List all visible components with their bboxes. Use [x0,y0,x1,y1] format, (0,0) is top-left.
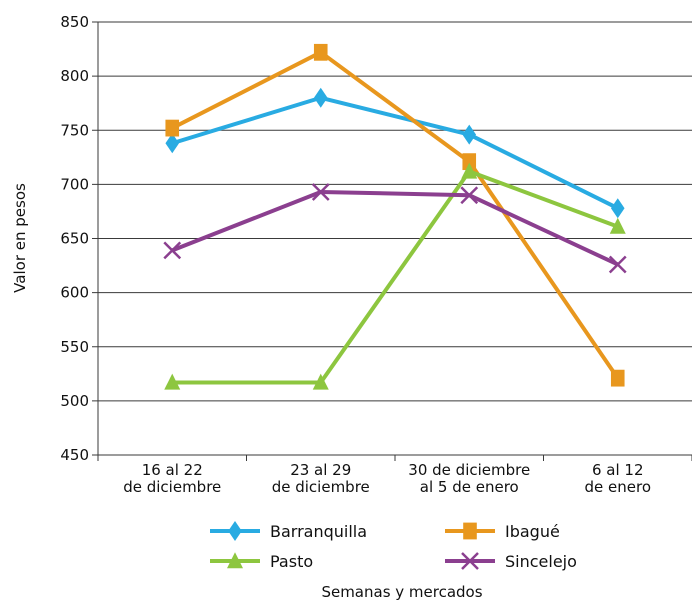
legend-marker [461,552,479,570]
y-tick-label: 800 [60,67,89,85]
data-point-sincelejo [163,241,182,260]
data-point-ibague [610,369,625,387]
x-tick-label: 30 de diciembre al 5 de enero [408,461,530,496]
legend-item-pasto: Pasto [210,552,313,571]
data-point-sincelejo [311,183,330,201]
legend-marker [463,522,477,540]
legend: Barranquilla Ibagué Pasto Sincelejo [210,521,577,571]
legend-label: Ibagué [505,522,560,541]
legend-marker [227,552,243,569]
legend-item-barranquilla: Barranquilla [210,521,367,541]
marker-stroke [461,552,479,570]
data-point-ibague [462,153,477,171]
series-line-barranquilla [171,95,619,210]
data-point-pasto [461,162,478,179]
x-tick-label: 6 al 12 de enero [585,461,652,496]
data-point-barranquilla [165,133,180,154]
x-tick-label: 23 al 29 de diciembre [272,461,370,496]
y-tick-label: 750 [60,121,89,139]
series-line-ibague [171,50,620,380]
x-axis-ticks: 16 al 22 de diciembre 23 al 29 de diciembre… [97,455,692,496]
data-point-barranquilla [313,87,328,108]
gridlines [98,21,692,402]
y-tick-label: 700 [60,175,89,193]
legend-label: Barranquilla [270,522,367,541]
data-point-ibague [165,119,180,137]
marker-stroke [460,186,479,205]
x-tick-label: 16 al 22 de diciembre [123,461,221,496]
data-point-ibague [313,43,328,61]
x-axis-title: Semanas y mercados [321,583,482,601]
data-point-barranquilla [610,198,625,219]
marker-stroke [311,183,330,201]
marker-stroke [163,241,182,260]
data-point-sincelejo [460,186,479,205]
legend-label: Pasto [270,552,313,571]
y-tick-label: 550 [60,338,89,356]
series-line-sincelejo [171,189,619,267]
y-tick-label: 450 [60,446,89,464]
y-tick-label: 650 [60,230,89,248]
legend-item-sincelejo: Sincelejo [445,552,577,571]
data-point-barranquilla [462,124,477,145]
series-lines [163,43,627,390]
y-axis-title: Valor en pesos [11,183,29,293]
marker-stroke [608,255,627,274]
y-axis-ticks: 450 500 550 600 650 700 750 800 850 [60,13,98,464]
legend-label: Sincelejo [505,552,577,571]
y-tick-label: 850 [60,13,89,31]
series-line-pasto [172,169,619,385]
y-tick-label: 600 [60,284,89,302]
data-point-pasto [164,373,181,390]
data-point-pasto [312,373,329,390]
y-tick-label: 500 [60,392,89,410]
data-point-pasto [609,217,626,234]
data-point-sincelejo [608,255,627,274]
legend-marker [228,521,242,541]
legend-item-ibague: Ibagué [445,522,560,541]
